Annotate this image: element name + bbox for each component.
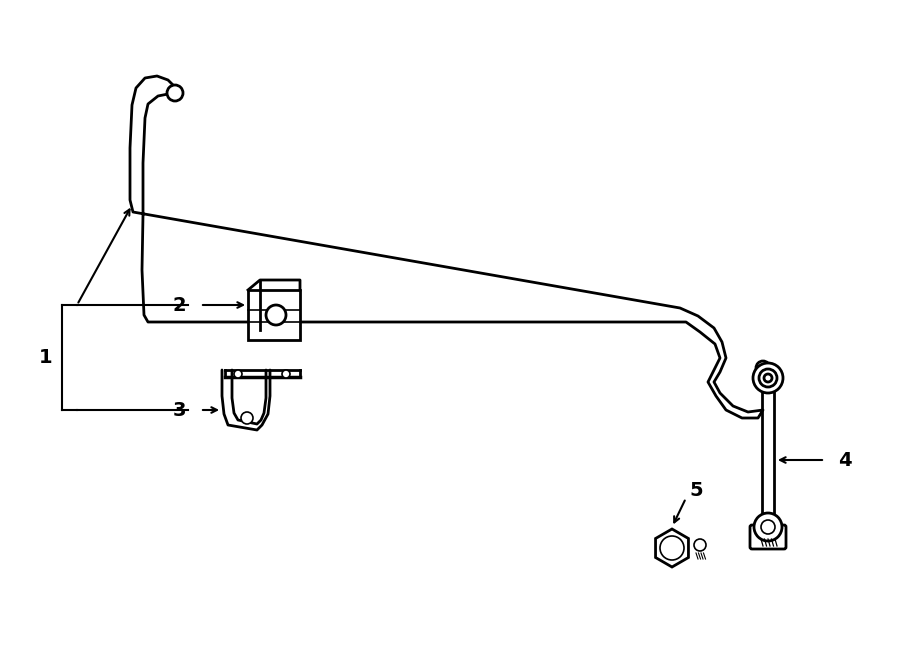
Circle shape <box>234 370 242 378</box>
FancyBboxPatch shape <box>750 525 786 549</box>
Text: 5: 5 <box>689 481 703 500</box>
Circle shape <box>282 370 290 378</box>
Circle shape <box>241 412 253 424</box>
Circle shape <box>660 536 684 560</box>
FancyBboxPatch shape <box>248 290 300 340</box>
Circle shape <box>756 361 770 375</box>
Circle shape <box>759 369 777 387</box>
Text: 2: 2 <box>173 295 186 314</box>
Circle shape <box>694 539 706 551</box>
Circle shape <box>754 513 782 541</box>
Polygon shape <box>655 529 688 567</box>
Circle shape <box>753 363 783 393</box>
Circle shape <box>764 374 772 382</box>
Text: 4: 4 <box>838 451 851 469</box>
Text: 3: 3 <box>173 401 186 420</box>
Polygon shape <box>130 76 763 418</box>
Circle shape <box>266 305 286 325</box>
Circle shape <box>167 85 183 101</box>
Text: 1: 1 <box>39 348 52 367</box>
Circle shape <box>761 520 775 534</box>
